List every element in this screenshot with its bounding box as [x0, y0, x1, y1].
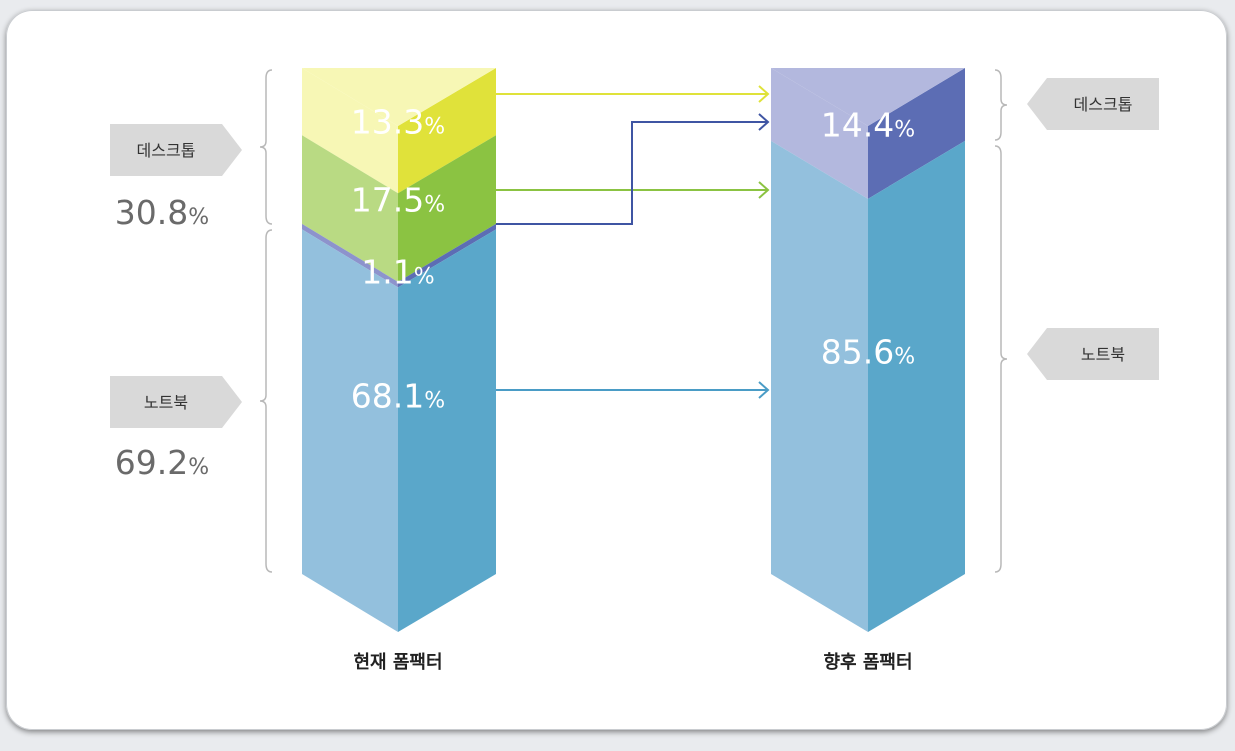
- tag-label: 노트북: [144, 393, 188, 412]
- bar-2: [771, 68, 965, 632]
- flow-arrow: [496, 121, 768, 225]
- desktop-total: 30.8%: [115, 193, 209, 232]
- right-notebook-brace: [994, 145, 1008, 573]
- bar-segment-right-face: [398, 68, 496, 194]
- bar-segment-right-face: [398, 229, 496, 632]
- tag-label: 데스크톱: [137, 141, 196, 160]
- left-desktop-brace: [259, 69, 273, 225]
- left-desktop-tag: 데스크톱: [110, 124, 242, 176]
- bar-segment-right-face: [868, 68, 965, 199]
- flow-arrowhead: [758, 181, 770, 199]
- tag-shape: [1027, 78, 1159, 130]
- flow-arrowhead: [758, 85, 770, 103]
- tag-label: 노트북: [1081, 345, 1125, 364]
- notebook-total: 69.2%: [115, 443, 209, 482]
- segment-value-label: 1.1%: [361, 252, 434, 291]
- column-title: 현재 폼팩터: [353, 652, 442, 673]
- bar-segment-left-face: [302, 135, 398, 282]
- flow-arrowhead: [758, 381, 770, 399]
- bar-segment-left-face: [302, 223, 398, 288]
- tag-shape: [1027, 328, 1159, 380]
- bar-top-face: [771, 68, 965, 126]
- bar-segment-left-face: [771, 140, 868, 632]
- left-notebook-brace: [259, 229, 273, 573]
- bar-1: [302, 68, 496, 632]
- tag-label: 데스크톱: [1074, 95, 1133, 114]
- bar-segment-right-face: [398, 223, 496, 288]
- bar-top-face: [302, 68, 496, 126]
- bar-segment-right-face: [398, 135, 496, 282]
- column-title: 향후 폼팩터: [823, 652, 912, 673]
- tag-shape: [110, 376, 242, 428]
- right-desktop-brace: [994, 69, 1008, 141]
- left-notebook-tag: 노트북: [110, 376, 242, 428]
- right-desktop-tag: 데스크톱: [1027, 78, 1159, 130]
- bar-segment-right-face: [868, 140, 965, 632]
- bar-segment-left-face: [302, 68, 398, 194]
- bar-segment-left-face: [771, 68, 868, 199]
- flow-arrowhead: [758, 113, 770, 131]
- right-notebook-tag: 노트북: [1027, 328, 1159, 380]
- segment-value-label: 13.3%: [351, 103, 445, 142]
- bar-segment-left-face: [302, 229, 398, 632]
- tag-shape: [110, 124, 242, 176]
